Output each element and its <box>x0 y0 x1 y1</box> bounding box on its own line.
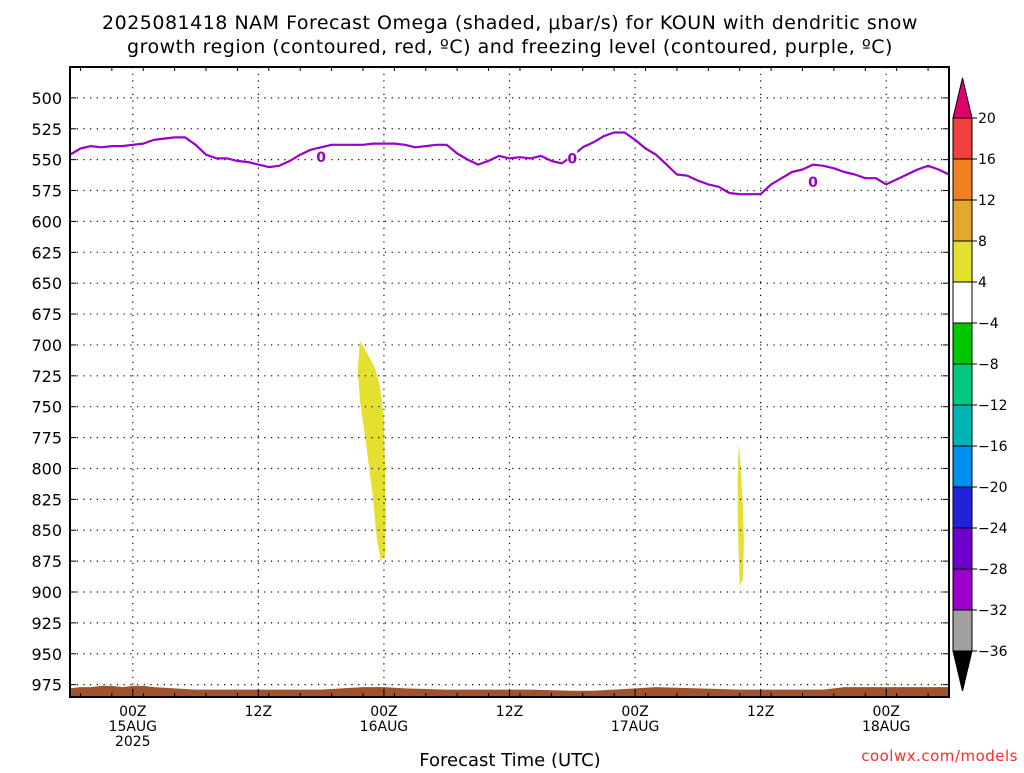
x-tick-label-54-line-1: 00Z <box>621 704 648 720</box>
colorbar-swatch-13 <box>952 117 973 160</box>
colorbar-label-8: −12 <box>978 398 1008 414</box>
plot-clip-group: 0 0 0 <box>70 67 949 697</box>
freezing-level-label-bg-1 <box>316 149 327 164</box>
x-tick-label-54-line-2: 17AUG <box>611 719 660 735</box>
chart-title-line-1: 2025081418 NAM Forecast Omega (shaded, μ… <box>102 12 918 34</box>
y-tick-label-625: 625 <box>31 243 62 262</box>
y-tick-label-650: 650 <box>31 274 62 293</box>
colorbar-swatch-5 <box>952 445 973 488</box>
x-tick-label-6-line-3: 2025 <box>115 734 151 750</box>
y-tick-label-725: 725 <box>31 367 62 386</box>
colorbar-label-7: −8 <box>978 357 999 373</box>
colorbar-upper-arrow <box>952 77 973 119</box>
x-tick-label-18-line-1: 12Z <box>245 704 272 720</box>
colorbar-swatch-9 <box>952 281 973 324</box>
x-tick-label-6-line-1: 00Z <box>119 704 146 720</box>
omega-shaded-region-1 <box>357 341 386 562</box>
x-tick-label-30-line-1: 00Z <box>370 704 397 720</box>
x-tick-label-66-line-1: 12Z <box>747 704 774 720</box>
x-tick-label-30-line-2: 16AUG <box>360 719 409 735</box>
colorbar-label-13: −32 <box>978 603 1008 619</box>
colorbar-swatch-10 <box>952 240 973 283</box>
colorbar-label-14: −36 <box>978 644 1008 660</box>
colorbar-label-3: 12 <box>978 193 996 209</box>
y-tick-label-850: 850 <box>31 521 62 540</box>
y-tick-label-700: 700 <box>31 336 62 355</box>
omega-shaded-region-2 <box>737 443 744 586</box>
y-tick-label-975: 975 <box>31 676 62 695</box>
y-tick-label-800: 800 <box>31 459 62 478</box>
colorbar: 20 16 12 8 4 −4 −8 −12 −16 −20 −24 −28 −32 −36 <box>952 77 1008 692</box>
credit-text: coolwx.com/models <box>861 747 1018 765</box>
colorbar-swatch-6 <box>952 404 973 447</box>
colorbar-label-10: −20 <box>978 480 1008 496</box>
colorbar-lower-arrow <box>952 650 973 692</box>
y-tick-label-925: 925 <box>31 614 62 633</box>
y-tick-label-575: 575 <box>31 182 62 201</box>
plot-area: 0 0 0 500 525 550 575 600 625 650 675 700 725 750 775 8… <box>31 66 950 750</box>
colorbar-swatch-8 <box>952 322 973 365</box>
colorbar-swatch-11 <box>952 199 973 242</box>
colorbar-label-4: 8 <box>978 234 987 250</box>
colorbar-swatch-1 <box>952 609 973 652</box>
freezing-level-contour-label-2: 0 <box>567 151 577 167</box>
colorbar-label-11: −24 <box>978 521 1008 537</box>
y-tick-label-675: 675 <box>31 305 62 324</box>
colorbar-label-9: −16 <box>978 439 1008 455</box>
colorbar-swatch-7 <box>952 363 973 406</box>
colorbar-label-6: −4 <box>978 316 999 332</box>
freezing-level-contour-label-3: 0 <box>808 175 818 191</box>
freezing-level-contour-label-1: 0 <box>316 150 326 166</box>
y-tick-label-825: 825 <box>31 490 62 509</box>
y-tick-label-750: 750 <box>31 398 62 417</box>
y-tick-label-525: 525 <box>31 120 62 139</box>
freezing-level-contour <box>70 131 949 196</box>
y-tick-label-500: 500 <box>31 89 62 108</box>
colorbar-swatch-3 <box>952 527 973 570</box>
y-tick-label-950: 950 <box>31 645 62 664</box>
y-tick-label-550: 550 <box>31 151 62 170</box>
freezing-level-label-bg-3 <box>807 173 818 188</box>
y-tick-label-875: 875 <box>31 552 62 571</box>
colorbar-swatch-2 <box>952 568 973 611</box>
colorbar-label-1: 20 <box>978 111 996 127</box>
plot-frame <box>69 66 950 698</box>
x-tick-label-78-line-1: 00Z <box>873 704 900 720</box>
freezing-level-label-bg-2 <box>567 150 578 165</box>
colorbar-swatch-4 <box>952 486 973 529</box>
x-tick-label-6-line-2: 15AUG <box>109 719 158 735</box>
y-tick-label-900: 900 <box>31 583 62 602</box>
colorbar-label-2: 16 <box>978 152 996 168</box>
y-tick-label-775: 775 <box>31 429 62 448</box>
chart-title-line-2: growth region (contoured, red, ºC) and f… <box>127 36 893 58</box>
colorbar-label-5: 4 <box>978 275 987 291</box>
colorbar-swatch-12 <box>952 158 973 201</box>
x-tick-label-42-line-1: 12Z <box>496 704 523 720</box>
x-tick-label-78-line-2: 18AUG <box>862 719 911 735</box>
y-tick-label-600: 600 <box>31 212 62 231</box>
colorbar-label-12: −28 <box>978 562 1008 578</box>
x-axis-label: Forecast Time (UTC) <box>419 750 600 768</box>
